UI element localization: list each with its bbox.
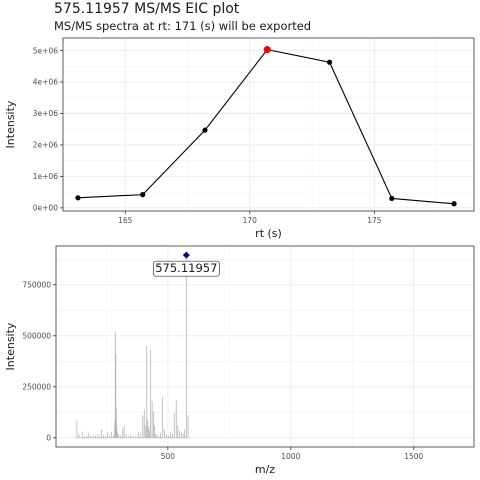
msms-panel-border bbox=[55, 245, 475, 448]
msms-x-axis-title: m/z bbox=[255, 463, 275, 476]
eic-chart: 165 170 175 0e+00 1e+06 2e+06 3e+06 4e+06 5e+06… bbox=[4, 37, 475, 240]
eic-point bbox=[451, 201, 457, 207]
y-tick-label: 0 bbox=[46, 434, 51, 443]
y-tick-label: 750000 bbox=[22, 280, 51, 289]
eic-grid bbox=[63, 38, 474, 211]
x-tick-label: 175 bbox=[367, 216, 382, 225]
precursor-label-box bbox=[152, 260, 220, 277]
eic-x-axis: 165 170 175 bbox=[118, 211, 382, 225]
y-tick-label: 1e+06 bbox=[33, 172, 58, 181]
eic-y-axis-title: Intensity bbox=[4, 100, 17, 148]
plot-subtitle: MS/MS spectra at rt: 171 (s) will be exp… bbox=[54, 19, 312, 33]
eic-point bbox=[326, 59, 333, 65]
eic-series bbox=[75, 46, 457, 207]
y-tick-label: 4e+06 bbox=[33, 78, 58, 87]
x-tick-label: 1500 bbox=[404, 452, 423, 461]
precursor-marker bbox=[182, 251, 190, 259]
y-tick-label: 3e+06 bbox=[33, 109, 58, 118]
y-tick-label: 500000 bbox=[22, 331, 51, 340]
y-tick-label: 250000 bbox=[22, 383, 51, 392]
eic-plot-area bbox=[63, 38, 474, 211]
x-tick-label: 170 bbox=[243, 216, 258, 225]
eic-point bbox=[389, 195, 395, 202]
precursor-label: 575.11957 bbox=[155, 261, 217, 275]
eic-point bbox=[202, 127, 208, 133]
eic-y-axis: 0e+00 1e+06 2e+06 3e+06 4e+06 5e+06 bbox=[33, 46, 63, 213]
y-tick-label: 0e+00 bbox=[33, 204, 58, 213]
msms-x-axis: 500 1000 1500 bbox=[161, 447, 424, 461]
msms-spectrum-chart: 500 1000 1500 0 250000 500000 750000 575.1195… bbox=[4, 245, 475, 476]
eic-point bbox=[140, 192, 146, 198]
msms-peaks bbox=[76, 255, 189, 439]
x-tick-label: 500 bbox=[161, 452, 176, 461]
x-tick-label: 1000 bbox=[281, 452, 300, 461]
msms-y-axis: 0 250000 500000 750000 bbox=[22, 280, 56, 443]
y-tick-label: 5e+06 bbox=[33, 46, 58, 55]
y-tick-label: 2e+06 bbox=[33, 141, 58, 150]
eic-selected-point bbox=[263, 46, 271, 54]
x-tick-label: 165 bbox=[118, 216, 133, 225]
precursor-annotation: 575.11957 bbox=[152, 251, 220, 277]
msms-y-axis-title: Intensity bbox=[4, 322, 17, 370]
plot-title: 575.11957 MS/MS EIC plot bbox=[54, 1, 240, 17]
eic-point bbox=[75, 195, 81, 201]
eic-panel-border bbox=[62, 37, 475, 212]
eic-x-axis-title: rt (s) bbox=[255, 227, 282, 240]
msms-plot-area bbox=[56, 246, 474, 447]
